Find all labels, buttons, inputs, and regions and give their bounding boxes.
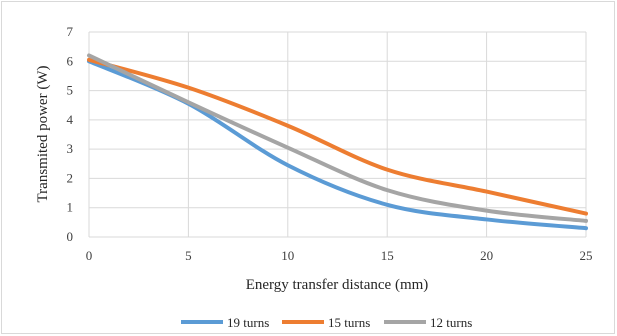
legend: 19 turns 15 turns 12 turns <box>181 315 472 330</box>
legend-label-1: 19 turns <box>227 315 269 330</box>
series-lines <box>87 53 588 231</box>
x-tick-label: 5 <box>185 248 192 263</box>
y-tick-label: 2 <box>67 170 74 185</box>
x-tick-label: 10 <box>281 248 294 263</box>
series-line-2 <box>87 57 588 216</box>
x-axis-label: Energy transfer distance (mm) <box>246 277 429 293</box>
y-tick-label: 0 <box>67 229 74 244</box>
x-tick-label: 25 <box>580 248 593 263</box>
series-line-3 <box>87 53 588 223</box>
gridlines <box>88 31 587 238</box>
x-tick-label: 20 <box>480 248 493 263</box>
y-tick-label: 6 <box>67 53 74 68</box>
x-tick-label: 15 <box>381 248 394 263</box>
x-tick-label: 0 <box>86 248 93 263</box>
y-tick-label: 3 <box>67 141 74 156</box>
y-axis-label: Transmited power (W) <box>35 66 51 203</box>
y-tick-label: 5 <box>67 83 74 98</box>
y-tick-label: 1 <box>67 200 74 215</box>
y-tick-label: 4 <box>67 112 74 127</box>
series-line-1 <box>87 59 588 231</box>
y-axis-ticks: 0 1 2 3 4 5 6 7 <box>67 24 74 244</box>
legend-label-3: 12 turns <box>430 315 472 330</box>
x-axis-ticks: 0 5 10 15 20 25 <box>86 248 593 263</box>
y-tick-label: 7 <box>67 24 74 39</box>
legend-label-2: 15 turns <box>328 315 370 330</box>
